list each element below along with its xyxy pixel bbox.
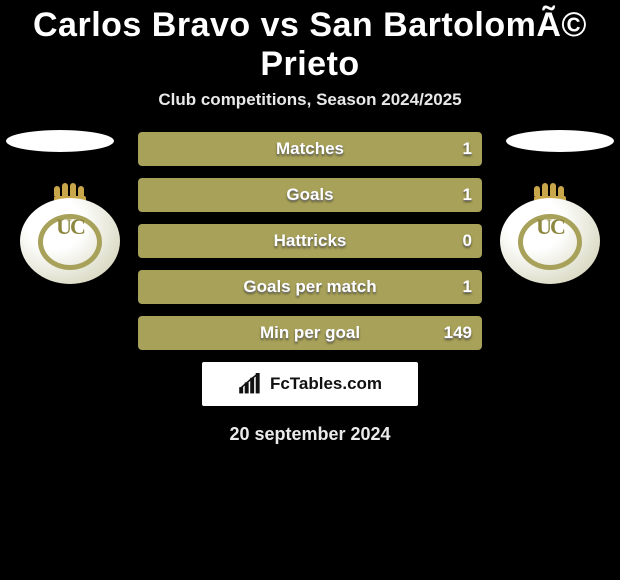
club-crest-right: UC [500,184,600,284]
club-crest-left: UC [20,184,120,284]
stat-bar: Matches1 [138,132,482,166]
bar-label: Min per goal [138,316,482,350]
main-area: UC UC Matches1Goals1Hattricks0Goals per … [0,132,620,445]
stat-bar: Hattricks0 [138,224,482,258]
brand-label: FcTables.com [270,374,382,394]
player-head-right [506,130,614,152]
stat-bar: Goals1 [138,178,482,212]
comparison-card: Carlos Bravo vs San BartolomÃ© Prieto Cl… [0,0,620,580]
bars-icon [238,373,264,395]
date-label: 20 september 2024 [0,424,620,445]
crest-monogram-right: UC [500,214,600,240]
page-title: Carlos Bravo vs San BartolomÃ© Prieto [0,0,620,84]
bar-value-right: 149 [444,316,472,350]
bar-label: Goals [138,178,482,212]
crest-monogram-left: UC [20,214,120,240]
bar-label: Goals per match [138,270,482,304]
bar-value-right: 1 [463,178,472,212]
brand-badge[interactable]: FcTables.com [202,362,418,406]
bar-value-right: 0 [463,224,472,258]
page-subtitle: Club competitions, Season 2024/2025 [0,90,620,110]
stat-bar: Min per goal149 [138,316,482,350]
bar-label: Matches [138,132,482,166]
stat-bar: Goals per match1 [138,270,482,304]
stat-bars: Matches1Goals1Hattricks0Goals per match1… [138,132,482,350]
bar-value-right: 1 [463,132,472,166]
bar-label: Hattricks [138,224,482,258]
bar-value-right: 1 [463,270,472,304]
player-head-left [6,130,114,152]
